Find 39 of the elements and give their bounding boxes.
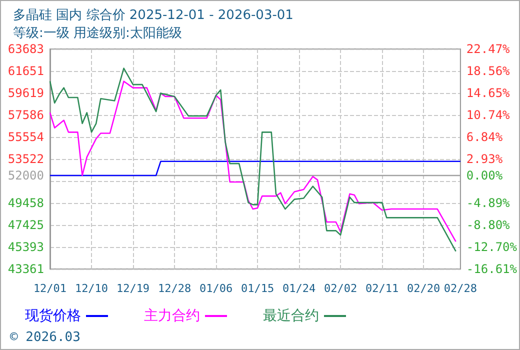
y-tick-label: 63683 [8,42,44,56]
y-tick-label: 49458 [8,196,44,210]
y2-tick-label: 6.84% [466,130,504,144]
x-tick-label: 02/28 [444,282,477,295]
y-tick-label: 55554 [8,130,44,144]
y2-tick-label: -8.80% [466,218,511,232]
y2-tick-label: 14.65% [466,86,511,100]
text: © 2026.03 [10,330,80,345]
x-tick-label: 12/10 [74,282,108,295]
chart-subtitle: 等级:一级 用途级别:太阳能级 [13,26,182,41]
y2-tick-label: -16.61% [466,262,518,276]
x-tick-label: 01/15 [240,282,274,295]
legend-label: 主力合约 [144,308,200,324]
y-tick-label: 43361 [8,262,44,276]
x-tick-label: 01/24 [282,282,316,295]
x-tick-label: 12/01 [33,282,67,295]
y2-tick-label: 18.56% [466,64,511,78]
legend-label: 最近合约 [263,308,319,324]
y-tick-label: 45393 [8,240,44,254]
y2-tick-label: 2.93% [466,152,504,166]
x-tick-label: 02/20 [406,282,440,295]
y2-tick-label: -12.70% [466,240,518,254]
y2-tick-label: 0.00% [466,168,504,182]
y-tick-label: 57586 [8,108,44,122]
y2-tick-label: 10.74% [466,108,511,122]
y-tick-label: 61651 [8,64,44,78]
y-tick-label: 52000 [8,168,44,182]
y2-tick-label: 22.47% [466,42,511,56]
x-tick-label: 12/19 [116,282,150,295]
x-tick-label: 02/02 [324,282,358,295]
x-tick-label: 02/11 [365,282,399,295]
y2-tick-label: -4.89% [466,196,511,210]
legend-label: 现货价格 [25,308,81,324]
y-tick-label: 53522 [8,152,44,166]
y-tick-label: 47425 [8,218,44,232]
y-tick-label: 59619 [8,86,44,100]
chart-title: 多晶硅 国内 综合价 2025-12-01 - 2026-03-01 [13,8,294,23]
x-tick-label: 01/06 [199,282,233,295]
x-tick-label: 12/28 [158,282,192,295]
